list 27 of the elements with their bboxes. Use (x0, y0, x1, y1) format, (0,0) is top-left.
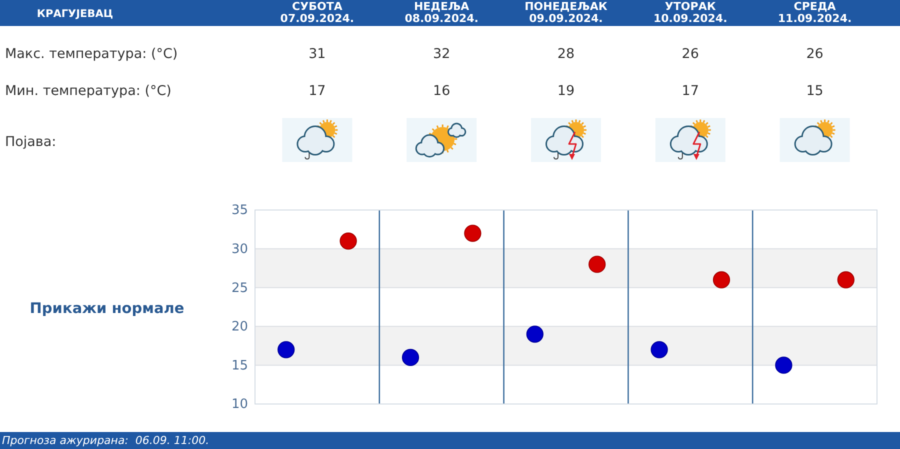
text: Појава: (5, 134, 56, 150)
y-tick-label: 30 (231, 242, 248, 257)
y-tick-label: 15 (231, 358, 248, 374)
text: Мин. температура: (°C) (5, 83, 172, 99)
data-label: 17 (682, 83, 699, 99)
text: Прикажи нормале (30, 301, 184, 317)
data-label: 31 (308, 46, 326, 62)
data-label: 17 (308, 83, 326, 99)
data-label: 26 (682, 46, 699, 62)
data-label: 16 (433, 83, 450, 99)
text: КРАГУЈЕВАЦ (36, 8, 114, 20)
y-tick-label: 10 (231, 397, 248, 412)
data-label: 26 (806, 46, 824, 62)
text: ПОНЕДЕЉАК 09.09.2024. (524, 0, 608, 25)
text: СУБОТА 07.09.2024. (279, 0, 356, 25)
y-tick-label: 20 (231, 320, 248, 335)
data-label: 28 (557, 46, 575, 62)
data-label: 19 (557, 83, 575, 99)
data-label: 32 (433, 46, 450, 62)
y-tick-label: 25 (231, 280, 248, 296)
text: НЕДЕЉА 08.09.2024. (404, 0, 480, 25)
text: УТОРАК 10.09.2024. (652, 0, 728, 25)
y-tick-label: 35 (231, 203, 248, 218)
data-label: 15 (806, 83, 824, 99)
text: Макс. температура: (°C) (5, 46, 178, 62)
text: Прогноза ажурирана: 06.09. 11:00. (2, 434, 210, 447)
text: СРЕДА 11.09.2024. (776, 0, 853, 25)
